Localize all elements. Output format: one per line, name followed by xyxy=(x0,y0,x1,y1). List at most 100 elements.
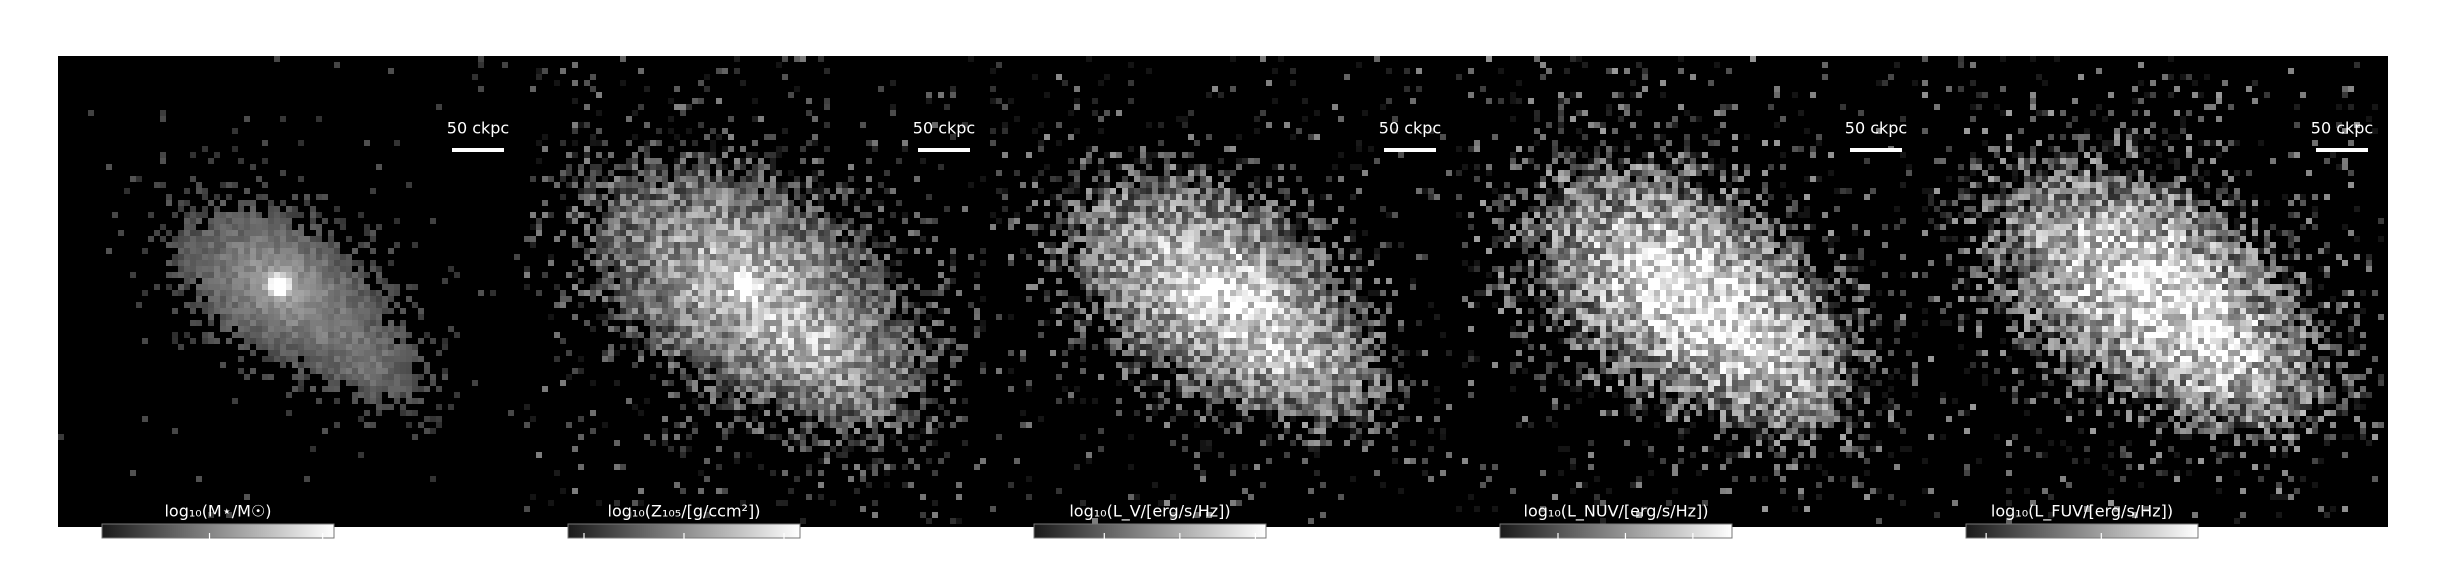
pixel xyxy=(782,302,788,308)
pixel xyxy=(638,254,644,260)
pixel xyxy=(1374,278,1380,284)
pixel xyxy=(794,206,800,212)
pixel xyxy=(436,422,442,428)
pixel xyxy=(776,308,782,314)
pixel xyxy=(776,338,782,344)
pixel xyxy=(752,320,758,326)
pixel xyxy=(734,452,740,458)
pixel xyxy=(1338,338,1344,344)
pixel xyxy=(902,218,908,224)
pixel xyxy=(878,404,884,410)
pixel xyxy=(1350,248,1356,254)
pixel xyxy=(740,188,746,194)
pixel xyxy=(800,242,806,248)
pixel xyxy=(1230,224,1236,230)
pixel xyxy=(716,98,722,104)
pixel xyxy=(1128,350,1134,356)
pixel xyxy=(740,500,746,506)
pixel xyxy=(794,386,800,392)
pixel xyxy=(1158,122,1164,128)
pixel xyxy=(1218,218,1224,224)
pixel xyxy=(932,122,938,128)
pixel xyxy=(286,284,292,290)
pixel xyxy=(1212,326,1218,332)
pixel xyxy=(1236,248,1242,254)
pixel xyxy=(716,242,722,248)
pixel xyxy=(674,134,680,140)
pixel xyxy=(662,194,668,200)
pixel xyxy=(334,290,340,296)
pixel xyxy=(734,410,740,416)
pixel xyxy=(920,290,926,296)
pixel xyxy=(752,302,758,308)
pixel xyxy=(1164,260,1170,266)
pixel xyxy=(310,236,316,242)
pixel xyxy=(686,314,692,320)
pixel xyxy=(1206,200,1212,206)
pixel xyxy=(1206,188,1212,194)
pixel xyxy=(1194,326,1200,332)
pixel xyxy=(602,182,608,188)
pixel xyxy=(1152,176,1158,182)
pixel xyxy=(686,236,692,242)
pixel xyxy=(674,266,680,272)
pixel xyxy=(388,290,394,296)
pixel xyxy=(262,374,268,380)
pixel xyxy=(1320,242,1326,248)
pixel xyxy=(680,266,686,272)
pixel xyxy=(316,320,322,326)
pixel xyxy=(728,146,734,152)
pixel xyxy=(746,272,752,278)
pixel xyxy=(208,272,214,278)
pixel xyxy=(1212,260,1218,266)
pixel xyxy=(334,284,340,290)
pixel xyxy=(1062,302,1068,308)
pixel xyxy=(1146,344,1152,350)
pixel xyxy=(1080,332,1086,338)
pixel xyxy=(818,458,824,464)
pixel xyxy=(364,356,370,362)
pixel xyxy=(1110,260,1116,266)
pixel xyxy=(1362,296,1368,302)
pixel xyxy=(328,272,334,278)
pixel xyxy=(776,332,782,338)
pixel xyxy=(1170,206,1176,212)
pixel xyxy=(830,500,836,506)
pixel xyxy=(590,260,596,266)
pixel xyxy=(346,344,352,350)
pixel xyxy=(920,350,926,356)
pixel xyxy=(1332,332,1338,338)
pixel xyxy=(704,266,710,272)
pixel xyxy=(728,260,734,266)
pixel xyxy=(244,326,250,332)
pixel xyxy=(1242,290,1248,296)
pixel xyxy=(1302,188,1308,194)
pixel xyxy=(716,302,722,308)
pixel xyxy=(704,278,710,284)
pixel xyxy=(758,278,764,284)
pixel xyxy=(1362,320,1368,326)
pixel xyxy=(650,212,656,218)
pixel xyxy=(388,320,394,326)
pixel xyxy=(776,194,782,200)
pixel xyxy=(848,320,854,326)
pixel xyxy=(1044,164,1050,170)
pixel xyxy=(400,338,406,344)
pixel xyxy=(704,248,710,254)
pixel xyxy=(1140,230,1146,236)
pixel xyxy=(256,326,262,332)
pixel xyxy=(620,182,626,188)
pixel xyxy=(722,248,728,254)
pixel xyxy=(884,386,890,392)
pixel xyxy=(196,290,202,296)
pixel xyxy=(662,248,668,254)
pixel xyxy=(472,380,478,386)
pixel xyxy=(1122,350,1128,356)
pixel xyxy=(710,392,716,398)
pixel xyxy=(1116,224,1122,230)
pixel xyxy=(668,314,674,320)
pixel xyxy=(1068,242,1074,248)
pixel xyxy=(1176,188,1182,194)
pixel xyxy=(1314,266,1320,272)
pixel xyxy=(692,188,698,194)
